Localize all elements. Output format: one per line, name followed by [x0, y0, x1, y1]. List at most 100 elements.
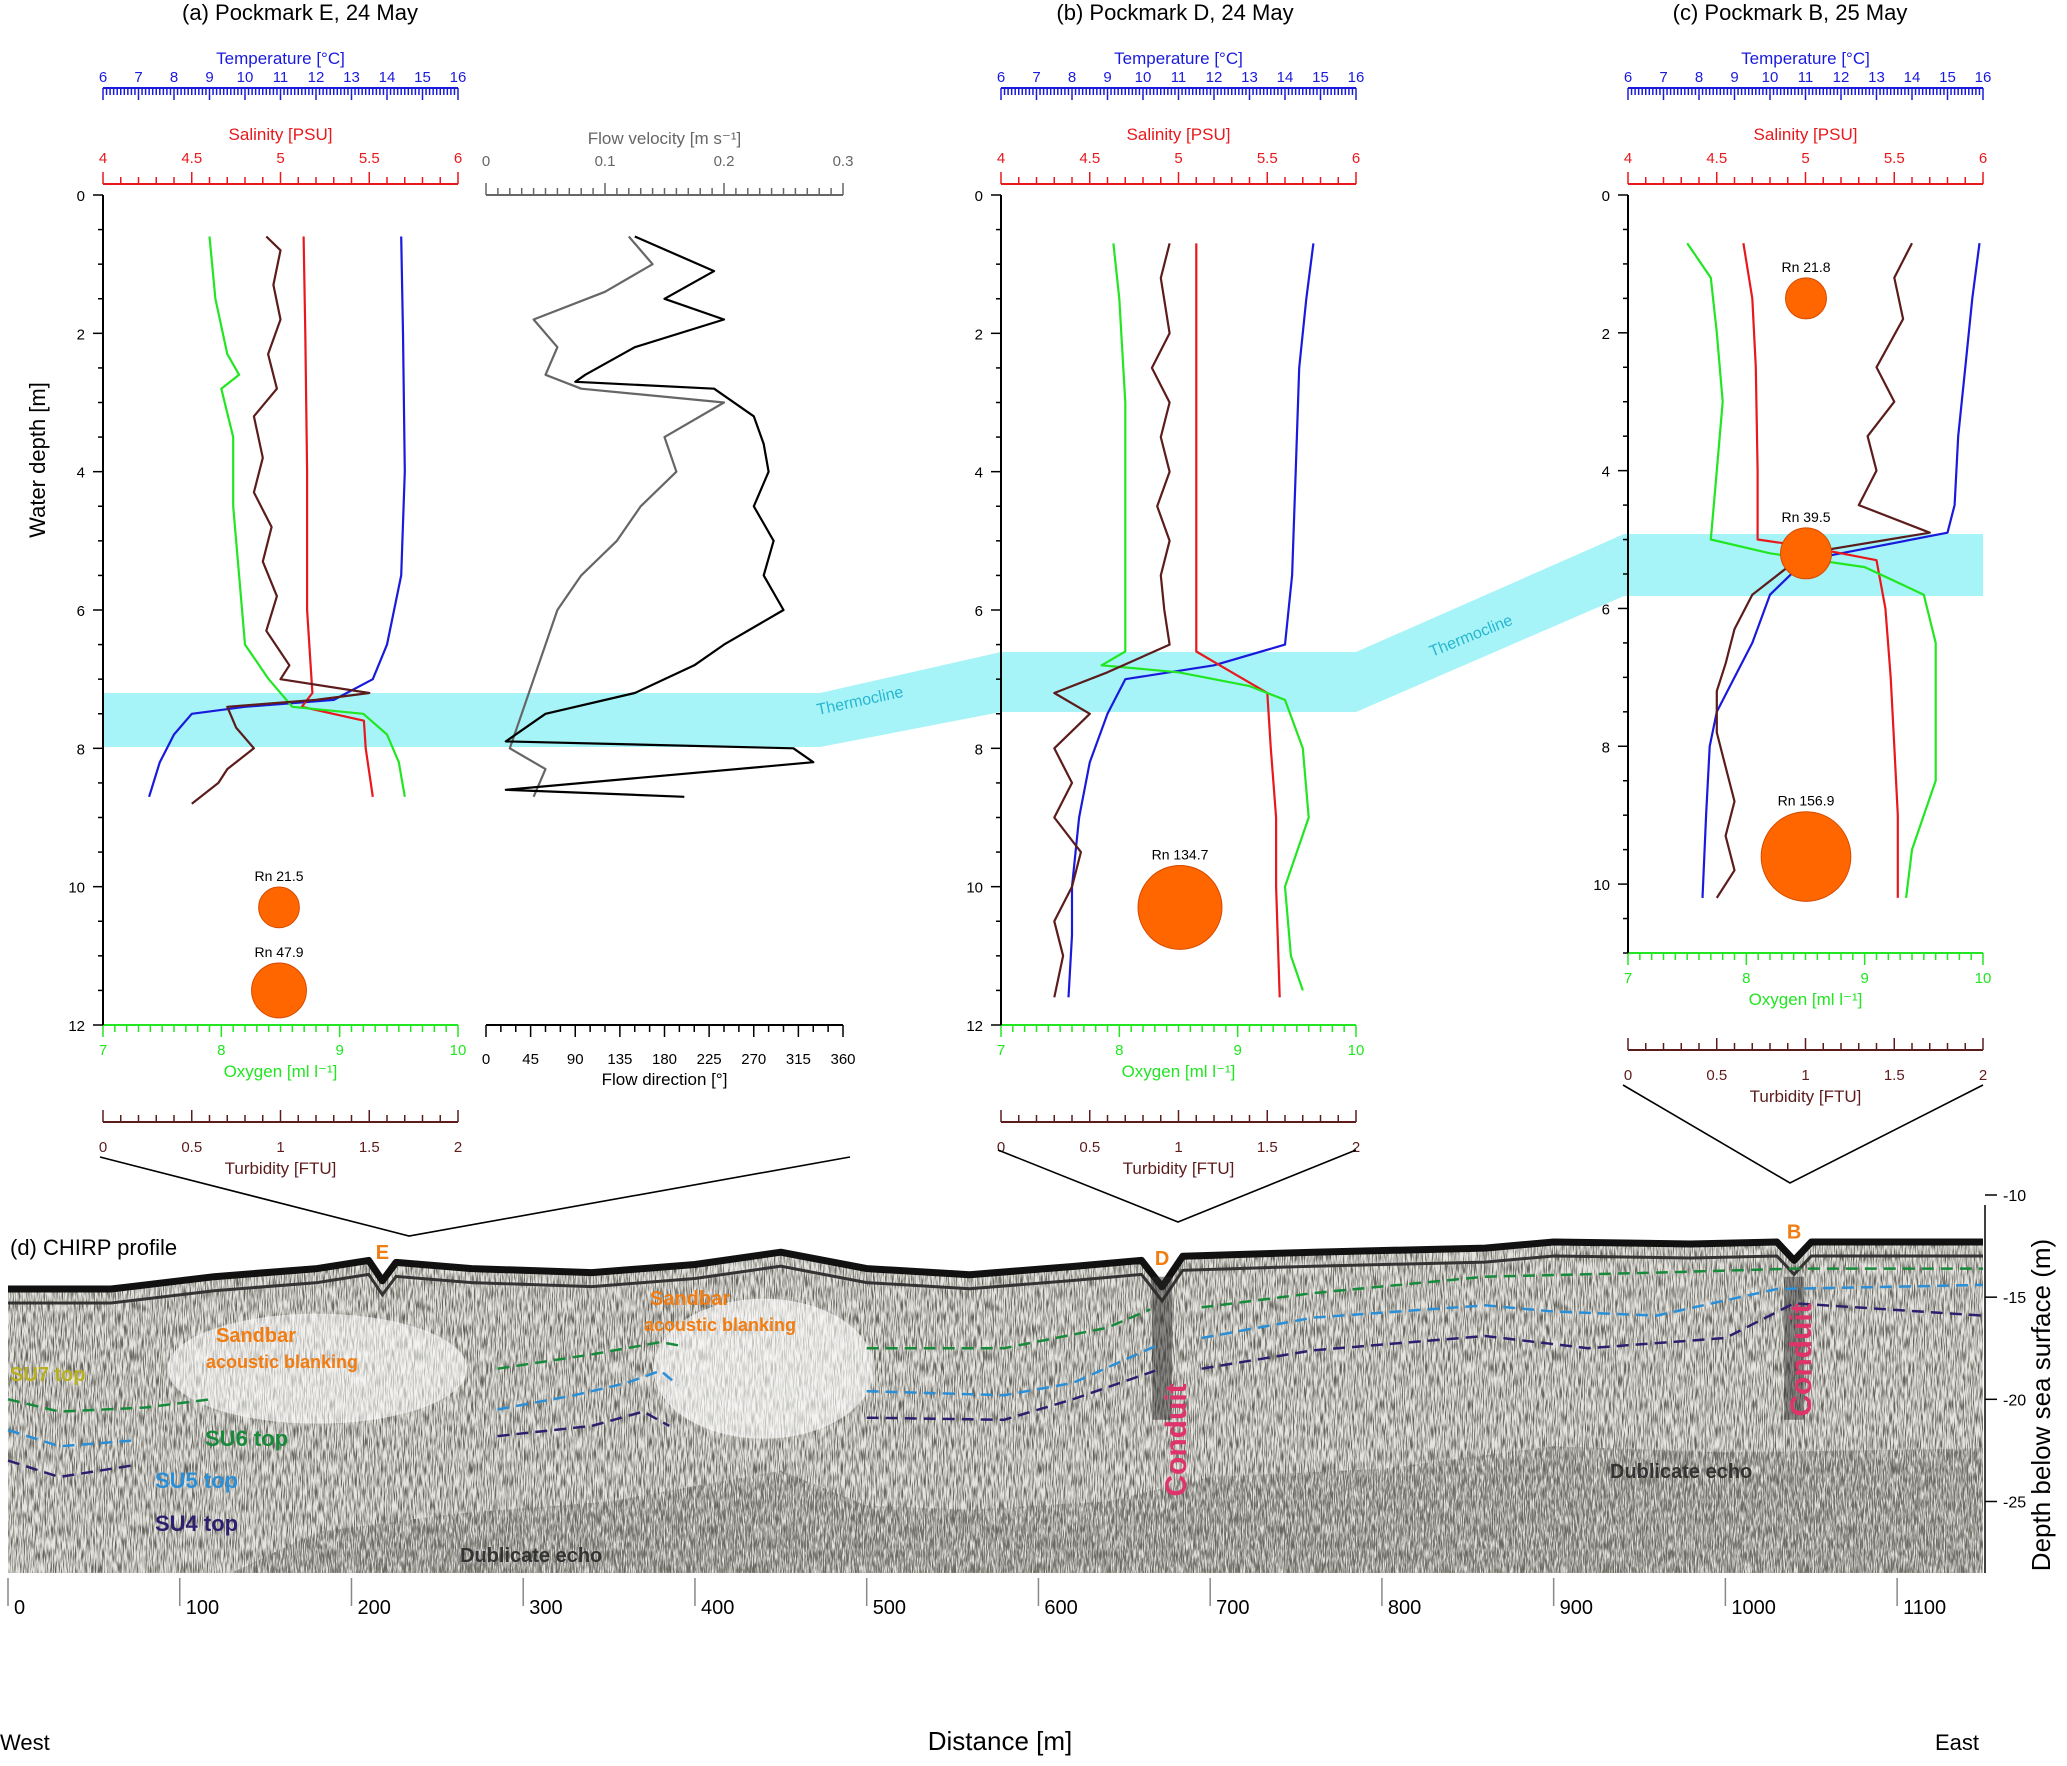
depth-tick-label: 0 [1602, 188, 1610, 205]
temperature-tick-label: 16 [1348, 69, 1365, 86]
temperature-tick-label: 14 [1904, 69, 1921, 86]
horizon-su6-top [1201, 1267, 1983, 1309]
temperature-tick-label: 8 [1068, 69, 1076, 86]
distance-tick-label: 100 [186, 1597, 219, 1619]
depth-tick-label: 2 [1602, 326, 1610, 343]
temperature-tick-label: 6 [1624, 69, 1632, 86]
horizon-su4-top [7, 1459, 137, 1479]
panel-d: -10 -15 -20 -25 Depth below sea surface (m) 0… [0, 1188, 2056, 1756]
temperature-tick-label: 14 [379, 69, 396, 86]
oxygen-tick-label: 7 [997, 1042, 1005, 1059]
turbidity-axis-title: Turbidity [FTU] [1123, 1159, 1235, 1178]
horizon-su6-top [866, 1308, 1151, 1350]
distance-tick-label: 700 [1216, 1597, 1249, 1619]
oxygen-tick-label: 8 [1742, 970, 1750, 987]
temperature-axis-title: Temperature [°C] [216, 49, 345, 68]
salinity-tick-label: 5.5 [359, 150, 380, 167]
salinity-tick-label: 4 [997, 150, 1005, 167]
temperature-tick-label: 8 [1695, 69, 1703, 86]
depth-tick-label: 12 [68, 1018, 85, 1035]
distance-tick-label: 600 [1044, 1597, 1077, 1619]
turbidity-tick-label: 1 [276, 1139, 284, 1156]
temperature-tick-label: 10 [1135, 69, 1152, 86]
distance-tick-label: 200 [357, 1597, 390, 1619]
distance-axis-title: Distance [m] [928, 1726, 1073, 1756]
oxygen-tick-label: 10 [1348, 1042, 1365, 1059]
direction-tick-label: 135 [607, 1051, 632, 1068]
horizon-su5-top [1201, 1283, 1984, 1340]
direction-tick-label: 90 [567, 1051, 584, 1068]
direction-tick-label: 0 [482, 1051, 490, 1068]
depth-tick-label: 6 [975, 603, 983, 620]
turbidity-tick-label: 0 [99, 1139, 107, 1156]
series-turbidity [1715, 242, 1931, 899]
panel-a-title: (a) Pockmark E, 24 May [182, 0, 418, 25]
temperature-tick-label: 14 [1277, 69, 1294, 86]
blanking-label: acoustic blanking [644, 1315, 796, 1335]
oxygen-axis-title: Oxygen [ml l⁻¹] [1122, 1062, 1236, 1081]
temperature-tick-label: 13 [1241, 69, 1258, 86]
depth-axis-label: Water depth [m] [25, 382, 50, 538]
oxygen-tick-label: 10 [450, 1042, 467, 1059]
turbidity-axis-title: Turbidity [FTU] [225, 1159, 337, 1178]
velocity-tick-label: 0.2 [714, 153, 735, 170]
turbidity-tick-label: 0 [997, 1139, 1005, 1156]
oxygen-axis-title: Oxygen [ml l⁻¹] [1749, 990, 1863, 1009]
thermocline-band [103, 534, 1983, 747]
temperature-tick-label: 15 [1939, 69, 1956, 86]
panel-c-title: (c) Pockmark B, 25 May [1673, 0, 1908, 25]
turbidity-tick-label: 1.5 [1884, 1067, 1905, 1084]
distance-tick-label: 500 [873, 1597, 906, 1619]
temperature-tick-label: 7 [134, 69, 142, 86]
series-salinity [1742, 243, 1899, 898]
oxygen-tick-label: 7 [99, 1042, 107, 1059]
temperature-tick-label: 16 [1975, 69, 1992, 86]
depth-tick-label: 10 [966, 880, 983, 897]
temperature-tick-label: 6 [99, 69, 107, 86]
salinity-tick-label: 5 [276, 150, 284, 167]
salinity-tick-label: 6 [1979, 150, 1987, 167]
acoustic-blanking-zone [653, 1298, 874, 1439]
oxygen-tick-label: 8 [217, 1042, 225, 1059]
connector-d [997, 1149, 1357, 1223]
temperature-tick-label: 13 [343, 69, 360, 86]
depth-tick-label: 4 [975, 465, 983, 482]
oxygen-axis-title: Oxygen [ml l⁻¹] [224, 1062, 338, 1081]
salinity-tick-label: 4.5 [1706, 150, 1727, 167]
salinity-axis-title: Salinity [PSU] [229, 125, 333, 144]
salinity-tick-label: 6 [454, 150, 462, 167]
horizon-su6-top [497, 1340, 684, 1370]
temperature-tick-label: 9 [205, 69, 213, 86]
turbidity-tick-label: 2 [454, 1139, 462, 1156]
chirp-depth-tick-label: -15 [2003, 1290, 2026, 1307]
duplicate-echo-label: Dublicate echo [1610, 1461, 1752, 1483]
salinity-tick-label: 6 [1352, 150, 1360, 167]
depth-tick-label: 8 [77, 741, 85, 758]
connector-e [99, 1156, 851, 1237]
direction-axis-title: Flow direction [°] [602, 1070, 728, 1089]
series-turbidity [191, 235, 371, 805]
distance-tick-label: 800 [1388, 1597, 1421, 1619]
velocity-axis-title: Flow velocity [m s⁻¹] [588, 129, 742, 148]
depth-tick-label: 0 [77, 188, 85, 205]
west-label: West [0, 1730, 50, 1755]
velocity-tick-label: 0.1 [595, 153, 616, 170]
direction-tick-label: 360 [830, 1051, 855, 1068]
turbidity-tick-label: 2 [1979, 1067, 1987, 1084]
panel-d-title: (d) CHIRP profile [10, 1235, 177, 1260]
radon-bubble [1760, 811, 1852, 902]
chirp-depth-tick-label: -10 [2003, 1188, 2026, 1205]
conduit-column [1152, 1276, 1173, 1420]
sandbar-label: Sandbar [216, 1325, 296, 1347]
temperature-tick-label: 8 [170, 69, 178, 86]
turbidity-tick-label: 0.5 [1706, 1067, 1727, 1084]
horizon-su4-top [497, 1410, 670, 1438]
east-label: East [1935, 1730, 1979, 1755]
turbidity-tick-label: 1.5 [1257, 1139, 1278, 1156]
depth-tick-label: 6 [1602, 601, 1610, 618]
direction-tick-label: 180 [652, 1051, 677, 1068]
temperature-tick-label: 12 [1206, 69, 1223, 86]
depth-tick-label: 2 [77, 326, 85, 343]
temperature-tick-label: 15 [1312, 69, 1329, 86]
